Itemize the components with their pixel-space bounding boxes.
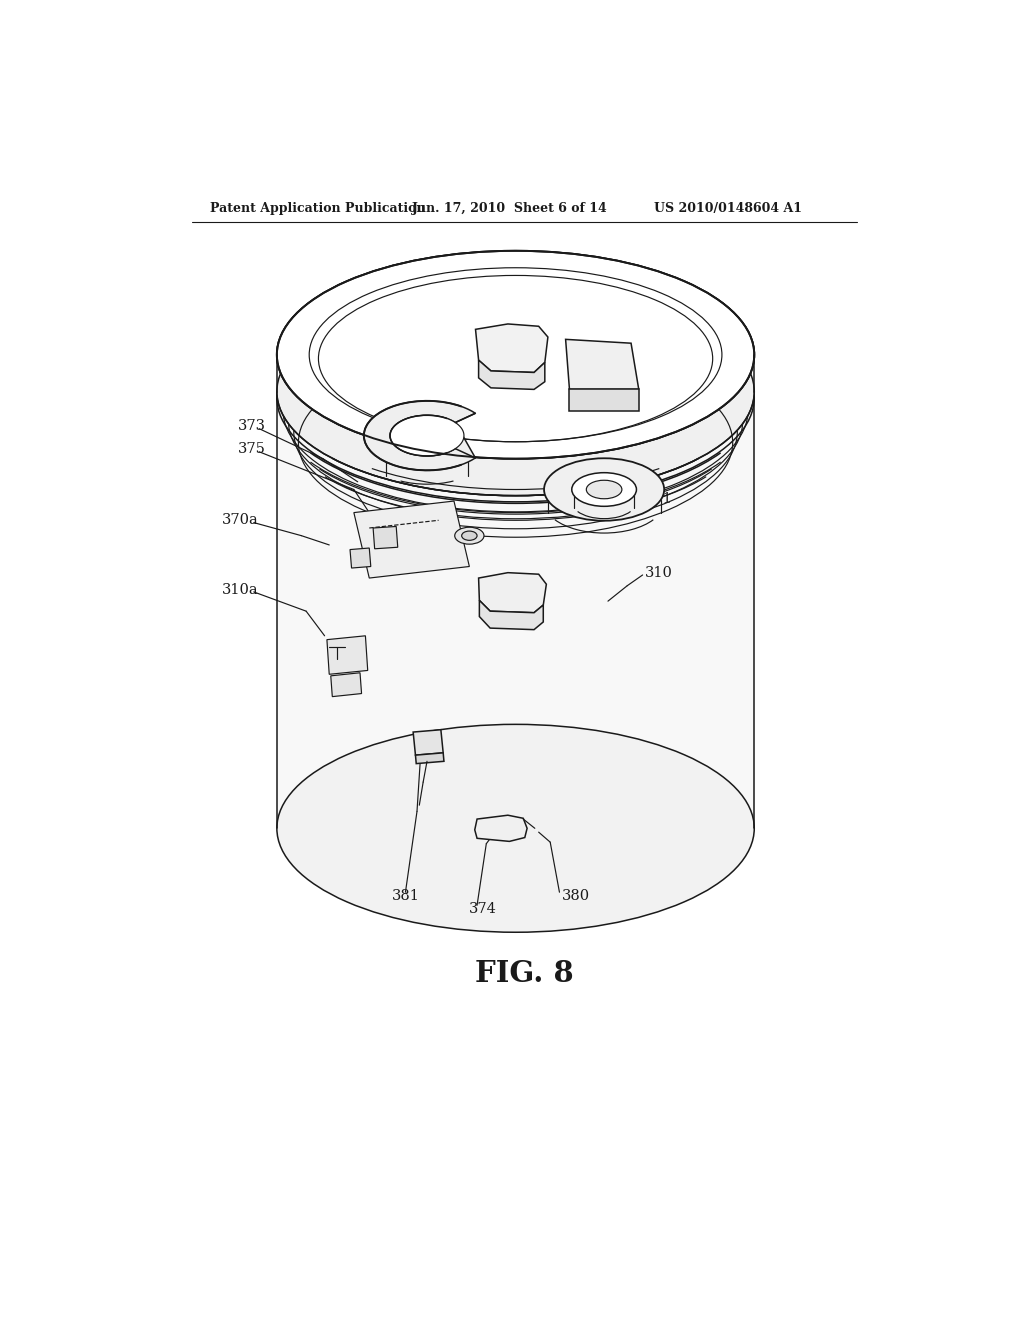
Ellipse shape [276,251,755,459]
Ellipse shape [571,473,637,507]
Text: 310: 310 [645,566,673,579]
Ellipse shape [462,531,477,540]
Text: 372: 372 [564,317,592,331]
Polygon shape [478,573,547,612]
Text: US 2010/0148604 A1: US 2010/0148604 A1 [654,202,802,215]
Polygon shape [416,752,444,763]
Ellipse shape [455,527,484,544]
Polygon shape [569,389,639,411]
Polygon shape [364,401,475,470]
Polygon shape [327,636,368,675]
Polygon shape [475,323,548,372]
Polygon shape [413,730,443,755]
Polygon shape [373,527,397,549]
Text: 375: 375 [239,442,266,457]
Text: 373: 373 [239,420,266,433]
Text: 310a: 310a [221,582,258,597]
Ellipse shape [276,251,755,459]
Text: 374: 374 [469,902,498,916]
Polygon shape [475,816,527,841]
Ellipse shape [276,288,755,496]
Text: 374: 374 [486,300,514,313]
Ellipse shape [544,458,665,520]
Polygon shape [350,548,371,568]
Text: 371: 371 [645,492,673,506]
Polygon shape [478,360,545,389]
Text: Patent Application Publication: Patent Application Publication [210,202,425,215]
Polygon shape [479,601,544,630]
Polygon shape [331,673,361,697]
Polygon shape [565,339,639,389]
Text: 380: 380 [562,890,590,903]
Text: Jun. 17, 2010  Sheet 6 of 14: Jun. 17, 2010 Sheet 6 of 14 [412,202,607,215]
Polygon shape [276,397,755,829]
Ellipse shape [276,725,755,932]
Text: 370: 370 [645,368,673,383]
Text: 371: 371 [330,333,357,346]
Text: 381: 381 [392,890,420,903]
Polygon shape [354,502,469,578]
Text: 370a: 370a [221,513,258,527]
Polygon shape [390,416,464,455]
Text: FIG. 8: FIG. 8 [475,958,574,987]
Ellipse shape [587,480,622,499]
